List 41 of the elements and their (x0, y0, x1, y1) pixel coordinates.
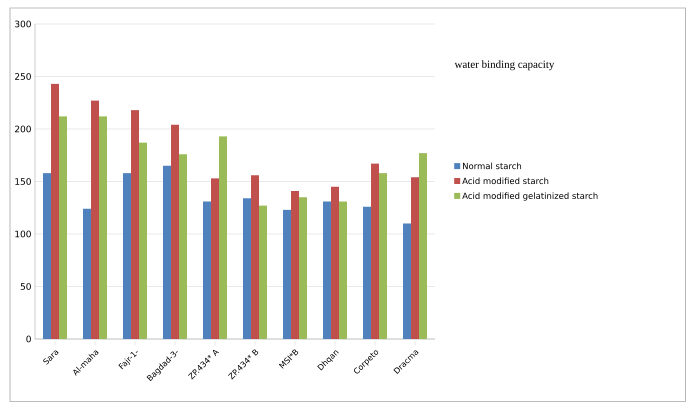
bar (131, 110, 140, 339)
bar (283, 210, 292, 339)
bar (411, 177, 420, 339)
bar (203, 201, 212, 339)
bar (59, 116, 67, 339)
bar (163, 166, 172, 339)
legend-label: Acid modified gelatinized starch (462, 192, 598, 201)
bar (291, 190, 300, 339)
bar (179, 154, 188, 339)
bar (211, 178, 220, 339)
bar (323, 201, 332, 339)
y-tick-label: 300 (15, 20, 31, 28)
bar (299, 197, 308, 339)
bar (219, 136, 228, 339)
bar (243, 198, 252, 339)
bar (403, 224, 412, 339)
bar (251, 175, 260, 339)
y-tick-label: 0 (26, 336, 31, 342)
bar (139, 142, 148, 339)
legend-label: Acid modified starch (462, 178, 548, 184)
y-tick-label: 100 (15, 230, 31, 238)
bar (51, 84, 59, 339)
text: water binding capacity (454, 60, 554, 70)
bar (419, 153, 428, 339)
bar (123, 173, 132, 339)
bar (331, 186, 340, 339)
bar (99, 116, 107, 339)
bar (339, 201, 348, 339)
legend-label: Normal starch (463, 162, 522, 170)
bar (363, 206, 372, 339)
bar (91, 100, 99, 339)
bar (43, 173, 51, 339)
y-tick-label: 250 (15, 73, 31, 80)
y-tick-label: 200 (15, 126, 31, 132)
y-tick-label: 150 (15, 178, 31, 185)
bar (83, 208, 91, 339)
bar (259, 206, 268, 339)
y-tick-label: 50 (20, 283, 31, 290)
bar (379, 173, 388, 339)
bar (171, 124, 180, 339)
bar (371, 164, 380, 339)
